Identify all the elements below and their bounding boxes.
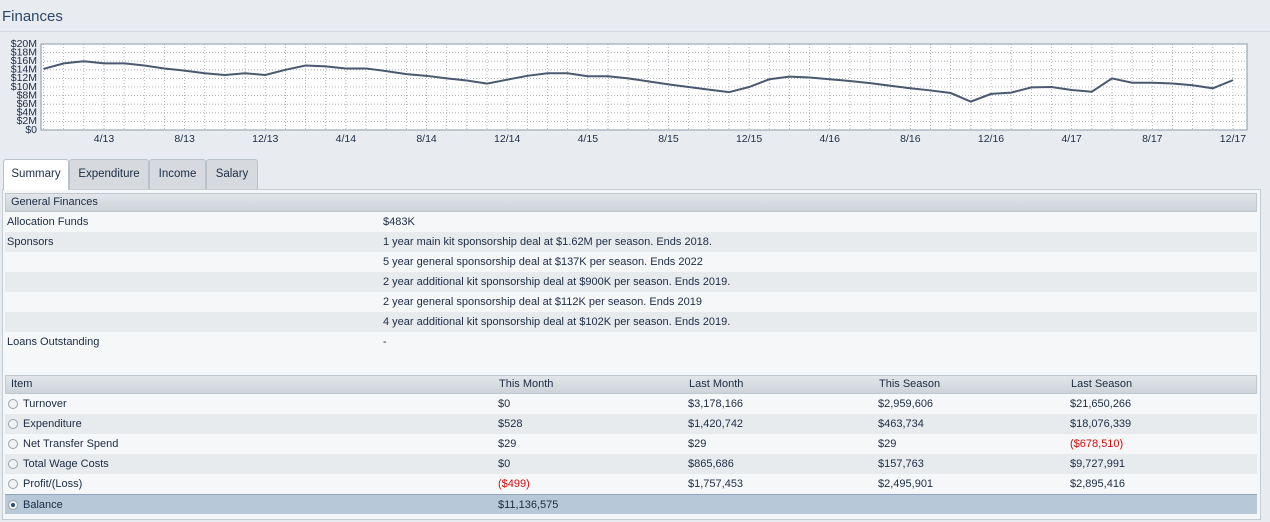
y-tick-label: $4M	[17, 107, 37, 119]
row-label: Balance	[23, 499, 63, 511]
x-tick-label: 8/16	[900, 133, 921, 145]
table-row[interactable]: Profit/(Loss) ($499) $1,757,453 $2,495,901 $…	[5, 474, 1257, 494]
x-tick-label: 12/13	[252, 133, 278, 145]
tab[interactable]: Summary	[3, 159, 69, 190]
info-row: Sponsors 1 year main kit sponsorship deal…	[5, 232, 1257, 252]
info-row: Loans Outstanding -	[5, 332, 1257, 352]
info-row: 2 year general sponsorship deal at $112K…	[5, 292, 1257, 312]
table-value: $157,763	[878, 458, 924, 470]
x-tick-label: 4/17	[1061, 133, 1082, 145]
table-value: $9,727,991	[1070, 458, 1126, 470]
table-value: $29	[688, 438, 707, 450]
x-tick-label: 4/15	[578, 133, 599, 145]
table-row[interactable]: Balance $11,136,575	[5, 494, 1257, 514]
table-value: $2,495,901	[878, 478, 934, 490]
table-value: $21,650,266	[1070, 398, 1132, 410]
row-label: Expenditure	[23, 418, 82, 430]
column-header: Item	[11, 378, 33, 390]
section-header: General Finances	[5, 193, 1257, 212]
table-row[interactable]: Expenditure $528 $1,420,742 $463,734 $18,076…	[5, 414, 1257, 434]
info-row: Allocation Funds $483K	[5, 212, 1257, 232]
table-row[interactable]: Turnover $0 $3,178,166 $2,959,606 $21,650,26…	[5, 394, 1257, 414]
table-value: $18,076,339	[1070, 418, 1132, 430]
table-row[interactable]: Total Wage Costs $0 $865,686 $157,763 $9,727…	[5, 454, 1257, 474]
y-tick-label: $6M	[17, 98, 37, 110]
x-tick-label: 12/14	[494, 133, 520, 145]
y-tick-label: $14M	[11, 64, 37, 76]
row-value: 4 year additional kit sponsorship deal a…	[383, 316, 731, 328]
x-tick-label: 8/13	[174, 133, 195, 145]
row-label: Loans Outstanding	[7, 336, 100, 348]
table-value: $0	[498, 458, 511, 470]
table-value: ($678,510)	[1070, 438, 1124, 450]
column-header: Last Month	[689, 378, 744, 390]
x-tick-label: 12/16	[978, 133, 1004, 145]
chart: $0$2M$4M$6M$8M$10M$12M$14M$16M$18M$20M 4/…	[11, 38, 1248, 145]
row-radio[interactable]	[8, 479, 18, 489]
table-value: $3,178,166	[688, 398, 744, 410]
y-tick-label: $2M	[17, 115, 37, 127]
x-tick-label: 12/15	[736, 133, 762, 145]
y-tick-label: $10M	[11, 81, 37, 93]
y-tick-label: $8M	[17, 89, 37, 101]
row-label: Total Wage Costs	[23, 458, 109, 470]
row-radio[interactable]	[8, 439, 18, 449]
table-header: Item This Month Last Month This Season Last …	[5, 375, 1257, 394]
table-value: $29	[878, 438, 897, 450]
row-label: Profit/(Loss)	[23, 478, 83, 490]
row-value: 2 year general sponsorship deal at $112K…	[383, 296, 703, 308]
x-tick-label: 8/17	[1142, 133, 1163, 145]
table-value: $11,136,575	[498, 499, 559, 511]
column-header: This Month	[499, 378, 554, 390]
row-value: -	[383, 336, 387, 348]
y-tick-label: $16M	[11, 55, 37, 67]
spacer-row	[5, 352, 1257, 372]
row-value: 1 year main kit sponsorship deal at $1.6…	[383, 236, 712, 248]
row-radio[interactable]	[8, 399, 18, 409]
row-label: Allocation Funds	[7, 216, 89, 228]
column-header: Last Season	[1071, 378, 1133, 390]
column-header: This Season	[879, 378, 941, 390]
row-value: $483K	[383, 216, 415, 228]
row-radio[interactable]	[8, 419, 18, 429]
table-value: $1,757,453	[688, 478, 744, 490]
table-row[interactable]: Net Transfer Spend $29 $29 $29 ($678,510)	[5, 434, 1257, 454]
x-tick-label: 12/17	[1220, 133, 1246, 145]
row-value: 5 year general sponsorship deal at $137K…	[383, 256, 703, 268]
x-tick-label: 8/14	[416, 133, 437, 145]
y-tick-label: $20M	[11, 38, 37, 50]
balance-line	[43, 60, 1234, 103]
y-tick-label: $0	[25, 124, 37, 136]
table-value: $29	[498, 438, 517, 450]
x-tick-label: 4/13	[94, 133, 115, 145]
table-value: $0	[498, 398, 511, 410]
row-label: Sponsors	[7, 236, 54, 248]
y-tick-label: $18M	[11, 46, 37, 58]
table-value: $463,734	[878, 418, 924, 430]
x-tick-label: 4/14	[336, 133, 357, 145]
x-tick-label: 4/16	[820, 133, 841, 145]
table-value: $2,959,606	[878, 398, 934, 410]
table-value: ($499)	[498, 478, 530, 490]
info-row: 2 year additional kit sponsorship deal a…	[5, 272, 1257, 292]
table-value: $528	[498, 418, 523, 430]
row-radio[interactable]	[8, 459, 18, 469]
table-value: $865,686	[688, 458, 734, 470]
tab[interactable]: Salary	[206, 159, 258, 189]
y-tick-label: $12M	[11, 72, 37, 84]
tab[interactable]: Income	[149, 159, 206, 189]
table-value: $1,420,742	[688, 418, 744, 430]
row-label: Turnover	[23, 398, 67, 410]
page-title: Finances	[2, 8, 63, 25]
x-tick-label: 8/15	[658, 133, 679, 145]
title-rule	[0, 31, 1270, 32]
row-label: Net Transfer Spend	[23, 438, 119, 450]
tab[interactable]: Expenditure	[69, 159, 149, 189]
info-row: 4 year additional kit sponsorship deal a…	[5, 312, 1257, 332]
row-value: 2 year additional kit sponsorship deal a…	[383, 276, 731, 288]
info-row: 5 year general sponsorship deal at $137K…	[5, 252, 1257, 272]
row-radio[interactable]	[8, 500, 18, 510]
table-value: $2,895,416	[1070, 478, 1126, 490]
